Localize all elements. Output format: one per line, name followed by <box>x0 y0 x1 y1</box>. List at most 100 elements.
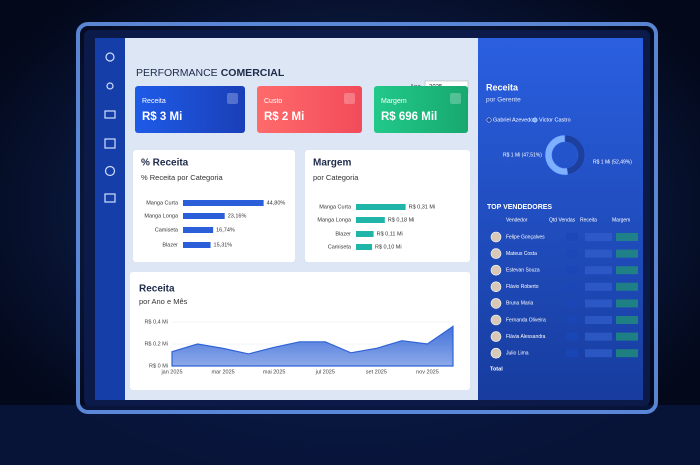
card-subtitle: por Ano e Mês <box>139 297 188 306</box>
bar <box>183 227 214 233</box>
panel-title: Receita <box>486 82 519 92</box>
cell-blur <box>585 249 612 258</box>
cell-blur <box>616 249 638 258</box>
x-tick-label: nov 2025 <box>416 369 439 375</box>
legend-entry: Victor Castro <box>539 117 571 123</box>
cell-blur <box>566 316 578 324</box>
x-tick-label: set 2025 <box>366 369 387 375</box>
vendor-name: Mateus Costa <box>506 251 537 257</box>
bar <box>183 200 264 206</box>
bar-category: Manga Longa <box>317 217 352 223</box>
vendor-name: Julio Lima <box>506 351 529 357</box>
card-subtitle: por Categoria <box>313 173 359 182</box>
cell-blur <box>585 233 612 241</box>
bar-value-label: R$ 0,11 Mi <box>377 231 403 237</box>
cell-blur <box>616 316 638 324</box>
avatar <box>490 248 502 259</box>
vendor-name: Flávio Roberto <box>506 284 539 290</box>
cell-blur <box>616 332 638 341</box>
avatar <box>490 331 502 342</box>
vendor-name: Fernanda Oliveira <box>506 317 546 323</box>
slice-label: R$ 1 Mi (52,49%) <box>593 159 632 165</box>
kpi-label: Custo <box>264 98 282 105</box>
cell-blur <box>585 282 612 291</box>
icon-user[interactable] <box>106 82 114 90</box>
avatar <box>490 298 502 309</box>
kpi-label: Margem <box>381 98 407 105</box>
column-header: Margem <box>612 217 630 223</box>
cell-blur <box>616 233 638 241</box>
icon-calendar[interactable] <box>104 138 116 149</box>
panel-subtitle: por Gerente <box>486 97 521 104</box>
bar-value-label: 23,16% <box>228 213 247 219</box>
cell-blur <box>616 266 638 275</box>
bar <box>183 213 225 219</box>
vendor-name: Bruna Maria <box>506 301 533 307</box>
bar-category: Blazer <box>335 231 351 237</box>
title-part: PERFORMANCE <box>136 67 218 79</box>
cell-blur <box>585 316 612 324</box>
bar-category: Blazer <box>162 242 178 248</box>
x-tick-label: mai 2025 <box>263 369 286 375</box>
icon-image[interactable] <box>104 193 116 203</box>
cell-blur <box>566 349 578 358</box>
bar <box>356 217 385 223</box>
legend-entry: Gabriel Azevedo <box>493 117 533 123</box>
x-tick-label: jan 2025 <box>160 369 182 375</box>
bar <box>356 244 372 250</box>
sidebar <box>95 38 125 400</box>
cell-blur <box>585 332 612 341</box>
vendor-name: Flávia Alessandra <box>506 334 546 340</box>
icon-mail[interactable] <box>104 110 116 119</box>
kpi-label: Receita <box>142 98 166 105</box>
bar <box>183 242 211 248</box>
total-label: Total <box>490 366 503 372</box>
bar-value-label: 44,80% <box>267 200 286 206</box>
cell-blur <box>585 266 612 275</box>
dashboard: PERFORMANCECOMERCIALAno2025ReceitaR$ 3 M… <box>130 67 638 390</box>
kpi-icon <box>344 93 355 104</box>
bar-value-label: 16,74% <box>216 227 235 233</box>
avatar <box>490 264 502 276</box>
icon-gauge[interactable] <box>104 165 116 177</box>
bar <box>356 231 374 237</box>
area <box>171 325 454 367</box>
y-tick-label: R$ 0,4 Mi <box>144 319 168 325</box>
avatar <box>490 231 502 243</box>
kpi-icon <box>227 93 238 104</box>
cell-blur <box>616 349 638 358</box>
bar-category: Manga Curta <box>146 200 179 206</box>
bar-category: Camiseta <box>328 244 352 250</box>
bar-value-label: R$ 0,18 Mi <box>388 217 415 223</box>
kpi-icon <box>450 93 461 104</box>
avatar <box>490 314 502 326</box>
side-panel <box>478 38 643 400</box>
bar-category: Manga Curta <box>319 204 352 210</box>
table-title: TOP VENDEDORES <box>487 204 552 211</box>
cell-blur <box>566 299 578 308</box>
x-tick-label: jul 2025 <box>315 369 335 375</box>
y-tick-label: R$ 0,2 Mi <box>144 341 168 347</box>
legend-swatch <box>532 117 538 123</box>
bar-value-label: 15,31% <box>214 242 233 248</box>
cell-blur <box>566 332 578 341</box>
donut-slice <box>544 134 569 176</box>
cell-blur <box>585 349 612 358</box>
kpi-card <box>135 86 245 133</box>
bar <box>356 204 406 210</box>
slice-label: R$ 1 Mi (47,51%) <box>503 152 542 158</box>
vendor-name: Felipe Gonçalves <box>506 234 545 240</box>
column-header: Qtd Vendas <box>549 217 576 223</box>
cell-blur <box>566 249 578 258</box>
card-title: % Receita <box>141 158 189 169</box>
cell-blur <box>566 282 578 291</box>
card-title: Margem <box>313 158 351 169</box>
icon-power[interactable] <box>105 52 115 62</box>
card-title: Receita <box>139 284 175 295</box>
avatar <box>490 347 502 359</box>
cell-blur <box>616 282 638 291</box>
vendor-name: Estevan Souza <box>506 268 540 274</box>
cell-blur <box>566 266 578 275</box>
